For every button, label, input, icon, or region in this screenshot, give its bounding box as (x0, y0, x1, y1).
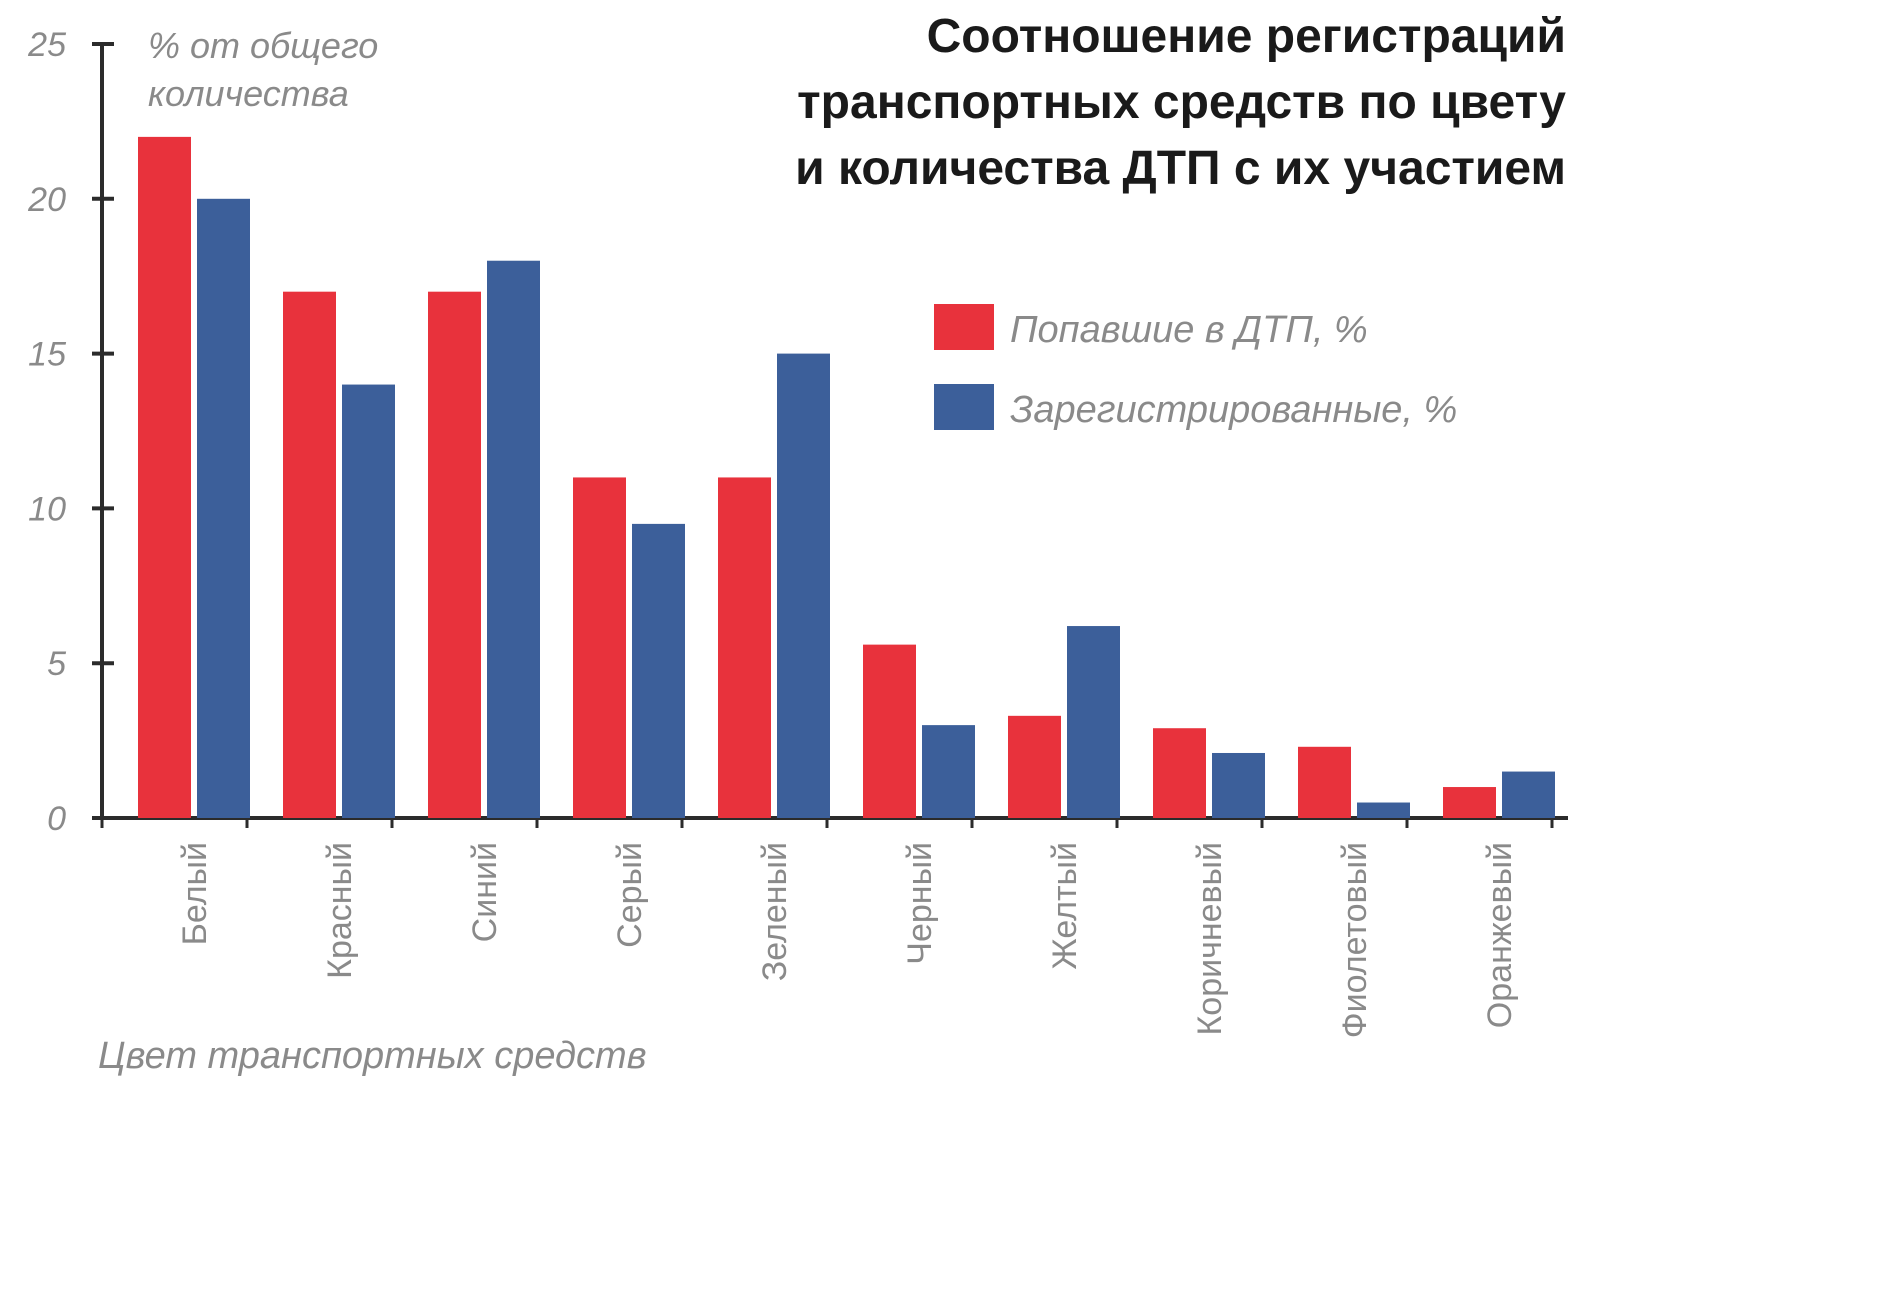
bar (922, 725, 975, 818)
bar (1357, 802, 1410, 818)
axes: 0 5 10 15 20 25 (27, 26, 1568, 838)
bar (863, 644, 916, 818)
legend-label: Попавшие в ДТП, % (1010, 309, 1368, 351)
category-label: Черный (901, 842, 939, 965)
chart-title: Соотношение регистраций транспортных сред… (795, 10, 1566, 195)
y-tick-label: 5 (47, 645, 66, 683)
chart-title-line: Соотношение регистраций (927, 10, 1566, 63)
bar (718, 477, 771, 818)
bar (1153, 728, 1206, 818)
category-label: Оранжевый (1481, 842, 1519, 1028)
chart-title-line: транспортных средств по цвету (797, 76, 1566, 129)
category-label: Красный (321, 842, 359, 979)
bar (1067, 626, 1120, 818)
y-tick-label: 0 (47, 800, 66, 838)
chart-svg: Соотношение регистраций транспортных сред… (27, 10, 1568, 1077)
bar (1008, 715, 1061, 818)
y-tick-label: 15 (28, 336, 66, 374)
bar (632, 523, 685, 818)
bar (138, 136, 191, 818)
legend-label: Зарегистрированные, % (1010, 389, 1457, 431)
y-tick-label: 20 (27, 181, 66, 219)
category-label: Синий (466, 842, 504, 942)
category-label: Зеленый (756, 842, 794, 981)
bar (1443, 787, 1496, 818)
category-label: Желтый (1046, 842, 1084, 970)
legend-swatch (934, 384, 994, 430)
category-label: Серый (611, 842, 649, 948)
bar (342, 384, 395, 818)
y-axis-unit-line: % от общего (148, 25, 378, 66)
bar (283, 291, 336, 818)
bar (1212, 752, 1265, 818)
category-labels: Белый Красный Синий Серый Зеленый Черный Желты… (176, 842, 1519, 1038)
bar (197, 198, 250, 819)
bar (573, 477, 626, 818)
bar-chart: Соотношение регистраций транспортных сред… (27, 10, 1568, 1077)
legend-swatch (934, 304, 994, 350)
category-label: Фиолетовый (1336, 842, 1374, 1038)
y-axis-unit-line: количества (148, 73, 349, 114)
category-label: Белый (176, 842, 214, 945)
category-label: Коричневый (1191, 842, 1229, 1036)
bar (1298, 746, 1351, 818)
y-axis-unit-label: % от общего количества (148, 25, 378, 114)
bar (428, 291, 481, 818)
bar (777, 353, 830, 818)
bars (138, 136, 1555, 819)
chart-title-line: и количества ДТП с их участием (795, 142, 1566, 195)
y-tick-label: 10 (28, 490, 66, 528)
x-axis-title: Цвет транспортных средств (98, 1035, 647, 1077)
y-tick-label: 25 (27, 26, 66, 64)
bar (1502, 771, 1555, 818)
legend: Попавшие в ДТП, % Зарегистрированные, % (934, 304, 1457, 431)
bar (487, 260, 540, 819)
